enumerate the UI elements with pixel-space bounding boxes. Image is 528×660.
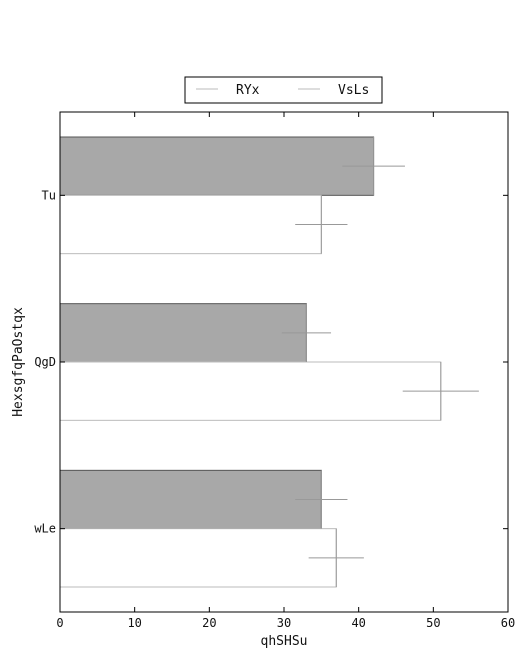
legend-label-ryx: RYx [236,83,260,98]
legend-label-vsls: VsLs [338,83,369,98]
y-tick-label-qgd: QgD [34,355,56,369]
x-tick-label-50: 50 [426,616,440,630]
x-axis-label: qhSHSu [261,634,308,649]
x-tick-label-10: 10 [127,616,141,630]
bar-vsls-wle [59,528,337,588]
x-tick-label-40: 40 [351,616,365,630]
y-axis-label: HexsgfqPaOstqx [11,307,26,417]
x-tick-label-0: 0 [56,616,63,630]
error-bars-layer [281,137,479,587]
ticks-layer: Tu QgD wLe 0 10 20 30 40 50 60 [34,112,515,630]
bar-vsls-tu [59,194,322,255]
y-tick-label-wle: wLe [34,522,56,536]
x-tick-label-60: 60 [501,616,515,630]
y-tick-label-tu: Tu [42,188,56,202]
legend-box [184,76,383,104]
x-tick-label-20: 20 [202,616,216,630]
bar-ryx-wle [59,469,322,530]
legend: RYx VsLs [184,76,383,104]
bar-ryx-tu [59,136,375,196]
bar-ryx-qgd [59,303,307,363]
bar-vsls-qgd [59,361,442,421]
x-tick-label-30: 30 [277,616,291,630]
bars-layer [59,136,442,588]
